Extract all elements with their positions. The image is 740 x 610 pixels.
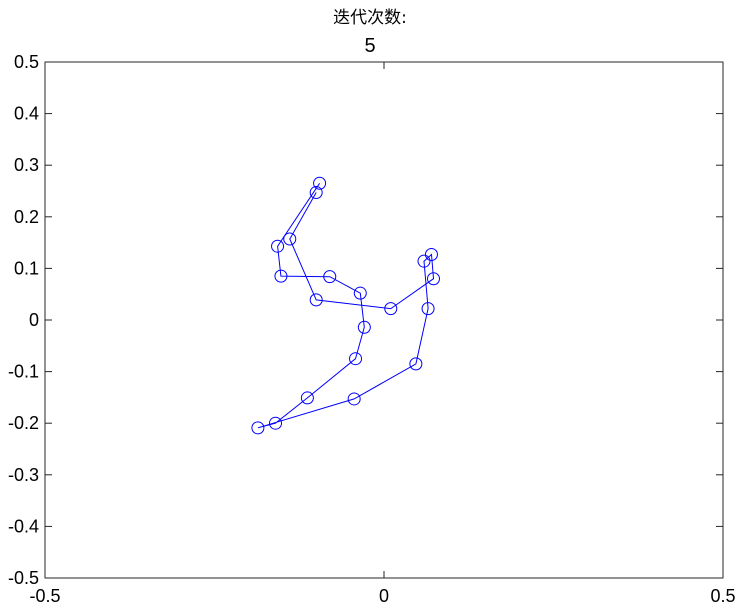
data-point-marker <box>283 232 297 246</box>
y-tick-label: -0.5 <box>8 568 39 588</box>
chart-title: 迭代次数: <box>333 8 407 28</box>
data-point-marker <box>347 392 361 406</box>
x-tick-label: -0.5 <box>29 586 60 606</box>
y-tick-label: 0.3 <box>14 155 39 175</box>
data-point-marker <box>274 269 288 283</box>
y-tick-label: 0.2 <box>14 207 39 227</box>
data-point-marker <box>323 270 337 284</box>
data-point-marker <box>269 416 283 430</box>
chart-subtitle: 5 <box>364 35 376 57</box>
data-point-marker <box>353 286 367 300</box>
x-tick-label: 0.5 <box>710 586 735 606</box>
data-point-marker <box>309 186 323 200</box>
ticks: 0.5 0.4 0.3 0.2 0.1 0 -0.1 -0.2 -0.3 -0.4 -0.5-0.5… <box>8 52 736 606</box>
data-point-marker <box>417 254 431 268</box>
data-point-marker <box>349 352 363 366</box>
data-point-marker <box>313 176 327 190</box>
y-tick-label: 0.4 <box>14 104 39 124</box>
plot-area-box <box>44 61 724 579</box>
y-tick-label: -0.4 <box>8 516 39 536</box>
y-tick-label: -0.3 <box>8 465 39 485</box>
data-point-marker <box>251 421 265 435</box>
y-tick-label: 0.1 <box>14 258 39 278</box>
data-point-marker <box>300 391 314 405</box>
series <box>251 176 440 435</box>
data-point-marker <box>309 293 323 307</box>
data-point-marker <box>421 302 435 316</box>
y-tick-label: 0.5 <box>14 52 39 72</box>
data-point-marker <box>271 239 285 253</box>
y-tick-label: 0 <box>29 310 39 330</box>
data-point-marker <box>409 357 423 371</box>
data-point-marker <box>426 272 440 286</box>
data-point-marker <box>357 320 371 334</box>
y-tick-label: -0.1 <box>8 362 39 382</box>
y-tick-label: -0.2 <box>8 413 39 433</box>
data-point-marker <box>384 302 398 316</box>
x-tick-label: 0 <box>379 586 389 606</box>
data-point-marker <box>424 247 438 261</box>
axes <box>44 61 724 579</box>
